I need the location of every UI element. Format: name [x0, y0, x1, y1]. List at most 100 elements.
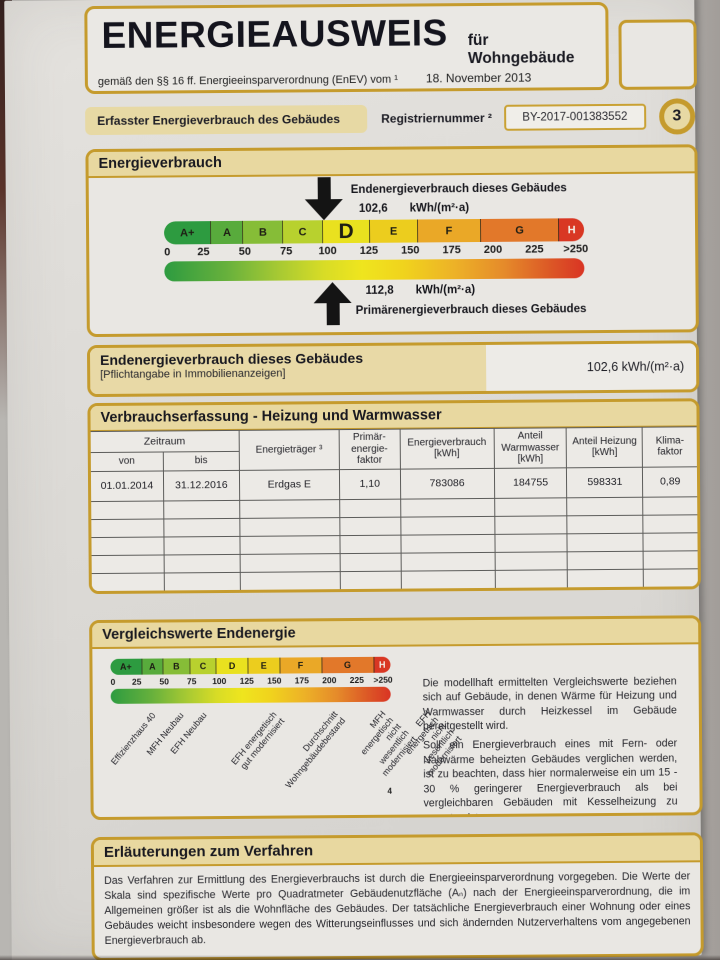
- primary-energy-number: 112,8: [365, 284, 394, 297]
- scale-tick: 200: [322, 674, 337, 685]
- scale-segment-G: G: [320, 656, 374, 673]
- scale-tick: 150: [267, 675, 282, 686]
- col-header-anteil-heizung: Anteil Heizung [kWh]: [566, 427, 643, 468]
- scale-segment-A: A: [210, 220, 243, 245]
- scale-segment-A: A: [141, 658, 163, 675]
- regulation-date: 18. November 2013: [425, 70, 532, 86]
- meta-row: Erfasster Energieverbrauch des Gebäudes …: [85, 98, 697, 139]
- primary-energy-label: Primärenergieverbrauch dieses Gebäudes: [355, 303, 587, 317]
- comparison-labels: Effizienzhaus 40 MFH Neubau EFH Neubau EFH …: [108, 708, 463, 810]
- document-content: ENERGIEAUSWEIS für Wohngebäude gemäß den…: [84, 1, 704, 960]
- energy-scale: Endenergieverbrauch dieses Gebäudes 102,…: [89, 173, 696, 334]
- scale-segment-G: G: [479, 218, 559, 242]
- scale-segment-F: F: [278, 656, 322, 674]
- page-number-badge: 3: [658, 98, 696, 135]
- scale-segment-C: C: [189, 657, 216, 674]
- primary-energy-arrow-icon: [313, 282, 352, 326]
- section-label: Erfasster Energieverbrauch des Gebäudes: [85, 104, 368, 136]
- cell-energietraeger: Erdgas E: [239, 469, 340, 500]
- col-header-energietraeger: Energieträger ³: [238, 429, 340, 470]
- col-header-zeitraum: Zeitraum: [90, 430, 239, 453]
- col-header-bis: bis: [163, 451, 240, 471]
- end-energy-unit: kWh/(m²·a): [409, 202, 470, 215]
- comparison-scale: A+ A B C D E F G H 0 25 50 75 100 125 150 175 200 225 >250…: [92, 644, 699, 820]
- end-energy-strip-value: 102,6 kWh/(m²·a): [485, 343, 697, 391]
- col-header-primaerenergiefaktor: Primär- energie- faktor: [338, 429, 400, 470]
- cell-von: 01.01.2014: [90, 470, 164, 502]
- scale-tick: 50: [238, 245, 252, 258]
- registry-number-label: Registriernummer ²: [381, 110, 492, 126]
- cell-pef: 1,10: [339, 468, 401, 500]
- col-header-energieverbrauch: Energieverbrauch [kWh]: [399, 428, 495, 469]
- scale-segment-F: F: [416, 218, 480, 243]
- scale-tick: 225: [525, 243, 544, 256]
- end-energy-label: Endenergieverbrauch dieses Gebäudes: [350, 182, 567, 197]
- end-energy-arrow-icon: [304, 177, 343, 221]
- section-energieverbrauch: Energieverbrauch Endenergieverbrauch die…: [85, 144, 699, 338]
- cell-warmwasser: 184755: [494, 467, 568, 498]
- scale-segment-E: E: [247, 657, 280, 674]
- cell-heizung: 598331: [566, 466, 643, 498]
- end-energy-strip-subtitle: [Pflichtangabe in Immobilienanzeigen]: [100, 367, 286, 381]
- scale-segment-D: D: [321, 219, 370, 244]
- document-page: ENERGIEAUSWEIS für Wohngebäude gemäß den…: [4, 0, 704, 960]
- scale-tick: 100: [318, 245, 337, 258]
- comparison-label: Durchschnitt Wohngebäudebestand: [283, 708, 348, 790]
- comparison-explanation: Die modellhaft ermittelten Vergleichswer…: [423, 674, 678, 820]
- scale-segment-H: H: [558, 218, 585, 242]
- scale-letter-bar: A+ A B C D E F G H: [163, 218, 585, 245]
- comparison-paragraph-2: Soll ein Energieverbrauch eines mit Fern…: [423, 737, 678, 820]
- scale-tick: >250: [373, 674, 393, 685]
- building-type-label: für Wohngebäude: [467, 31, 575, 68]
- scale-gradient-bar: [110, 686, 391, 704]
- scale-tick: 125: [239, 675, 254, 686]
- primary-energy-unit: kWh/(m²·a): [415, 284, 476, 297]
- consumption-table: Zeitraum Energieträger ³ Primär- energie…: [90, 426, 699, 592]
- section-endenergieverbrauch: Endenergieverbrauch dieses Gebäudes [Pfl…: [86, 340, 700, 398]
- scale-tick: 200: [483, 243, 503, 256]
- stamp-box: [618, 19, 697, 90]
- comparison-label: EFH energetisch gut modernisiert: [228, 709, 286, 771]
- scale-tick: 100: [212, 675, 227, 686]
- footnote-mark-4: 4: [387, 786, 392, 796]
- scale-tick: 125: [359, 244, 379, 257]
- document-title: ENERGIEAUSWEIS: [101, 12, 448, 56]
- scale-tick: 25: [131, 676, 142, 687]
- section-verbrauchserfassung: Verbrauchserfassung - Heizung und Warmwa…: [87, 398, 701, 594]
- scale-ticks: 0 25 50 75 100 125 150 175 200 225 >250: [164, 243, 588, 258]
- scale-segment-D: D: [215, 657, 248, 674]
- cell-verbrauch: 783086: [399, 467, 495, 499]
- end-energy-strip-title: Endenergieverbrauch dieses Gebäudes: [100, 349, 364, 368]
- table-row-empty: [91, 568, 699, 592]
- scale-segment-B: B: [162, 657, 190, 675]
- scale-tick: 225: [349, 674, 364, 685]
- header-row: ENERGIEAUSWEIS für Wohngebäude gemäß den…: [84, 1, 697, 95]
- scale-tick: >250: [563, 243, 589, 256]
- scale-segment-C: C: [282, 220, 323, 244]
- primary-energy-value: 112,8 kWh/(m²·a): [365, 284, 475, 297]
- end-energy-value: 102,6 kWh/(m²·a): [359, 202, 469, 215]
- scale-tick: 0: [110, 676, 116, 687]
- col-header-anteil-warmwasser: Anteil Warmwasser [kWh]: [493, 427, 567, 468]
- scale-segment-A+: A+: [163, 221, 211, 245]
- col-header-von: von: [90, 451, 164, 472]
- scale-tick: 175: [442, 244, 461, 257]
- scale-tick: 150: [401, 244, 420, 257]
- scale-ticks: 0 25 50 75 100 125 150 175 200 225 >250: [111, 674, 393, 686]
- section-erlaeuterungen: Erläuterungen zum Verfahren Das Verfahre…: [90, 831, 704, 960]
- comparison-label: Effizienzhaus 40: [108, 710, 158, 767]
- col-header-klimafaktor: Klima- faktor: [642, 426, 698, 467]
- regulation-text: gemäß den §§ 16 ff. Energieeinsparverord…: [97, 73, 398, 88]
- cell-klimafaktor: 0,89: [642, 466, 698, 497]
- scale-segment-A+: A+: [110, 658, 142, 675]
- scale-tick: 25: [197, 246, 210, 259]
- scale-letter-bar: A+ A B C D E F G H: [110, 656, 391, 675]
- comparison-paragraph-1: Die modellhaft ermittelten Vergleichswer…: [422, 674, 677, 733]
- scale-gradient-bar: [164, 258, 585, 282]
- scale-tick: 175: [294, 674, 309, 685]
- end-energy-number: 102,6: [358, 202, 388, 215]
- procedure-paragraph: Das Verfahren zur Ermittlung des Energie…: [104, 869, 691, 947]
- document-header: ENERGIEAUSWEIS für Wohngebäude gemäß den…: [84, 1, 609, 95]
